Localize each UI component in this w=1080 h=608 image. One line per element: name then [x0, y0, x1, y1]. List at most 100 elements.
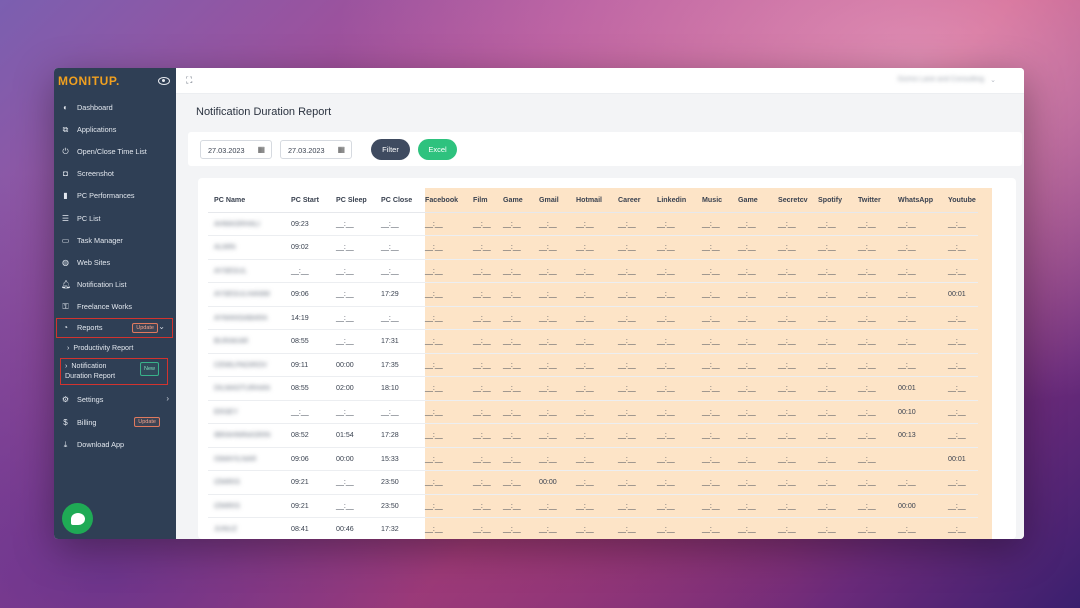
calendar-icon[interactable]: ▦	[257, 145, 265, 154]
monitor-icon: ▭	[61, 235, 70, 245]
column-header[interactable]: Spotify	[812, 188, 852, 213]
table-cell: __:__	[812, 329, 852, 354]
table-cell: __:__	[467, 470, 497, 495]
column-header[interactable]: PC Close	[375, 188, 419, 213]
sidebar-subitem-notification-duration-report[interactable]: › Notification Duration Report New	[60, 357, 168, 385]
sidebar-item-applications[interactable]: ⧉ Applications	[54, 118, 176, 140]
column-header[interactable]: Youtube	[942, 188, 978, 213]
table-row: IZMIRIS 09:21 __:__ 23:50 __:__ __:__ __:__ 00:…	[208, 470, 978, 495]
table-cell: __:__	[467, 259, 497, 283]
table-cell: __:__	[852, 376, 892, 401]
sidebar-item-billing[interactable]: $ Billing Update	[54, 411, 176, 433]
column-header[interactable]: Career	[612, 188, 651, 213]
table-cell: __:__	[612, 306, 651, 330]
column-header[interactable]: Secretcv	[772, 188, 812, 213]
sidebar-item-notification-list[interactable]: 🔔︎ Notification List	[54, 274, 176, 296]
table-cell: __:__	[892, 517, 942, 539]
table-cell: __:__	[570, 494, 612, 518]
fullscreen-icon[interactable]: ⛶	[186, 75, 193, 85]
sidebar-item-pc-performances[interactable]: ▮ PC Performances	[54, 185, 176, 207]
column-header[interactable]: Linkedin	[651, 188, 696, 213]
table-cell: __:__	[570, 235, 612, 260]
brand-logo: MONITUP.	[58, 74, 120, 88]
sidebar-subitem-productivity-report[interactable]: › Productivity Report	[54, 343, 176, 353]
table-cell: __:__	[533, 494, 570, 518]
table-cell: __:__	[892, 259, 942, 283]
table-cell: __:__	[852, 517, 892, 539]
table-cell: __:__	[772, 353, 812, 377]
excel-export-button[interactable]: Excel	[418, 139, 457, 160]
table-cell: __:__	[467, 400, 497, 424]
table-cell: __:__	[892, 306, 942, 330]
column-header[interactable]: Game	[732, 188, 772, 213]
table-cell: 00:46	[330, 517, 375, 539]
table-cell: __:__	[651, 306, 696, 330]
table-row: IZMIRIS 09:21 __:__ 23:50 __:__ __:__ __:__ __:…	[208, 494, 978, 518]
table-cell: __:__	[942, 306, 978, 330]
table-cell: __:__	[732, 282, 772, 307]
table-cell: __:__	[772, 212, 812, 236]
table-cell: __:__	[942, 517, 978, 539]
date-to-input[interactable]: 27.03.2023 ▦	[280, 140, 352, 159]
sidebar-item-task-manager[interactable]: ▭ Task Manager	[54, 229, 176, 251]
date-from-input[interactable]: 27.03.2023 ▦	[200, 140, 272, 159]
page-title: Notification Duration Report	[196, 106, 332, 118]
table-cell: __:__	[467, 353, 497, 377]
table-cell: __:__	[696, 400, 732, 424]
pc-name-cell: AYSEGUL	[208, 259, 285, 283]
table-cell: __:__	[852, 423, 892, 448]
globe-icon: ◍	[62, 257, 69, 267]
table-cell: __:__	[651, 517, 696, 539]
sidebar-item-open-close-time-list[interactable]: ⏻ Open/Close Time List	[54, 140, 176, 162]
chevron-down-icon[interactable]: ⌄	[990, 77, 996, 84]
column-header[interactable]: PC Sleep	[330, 188, 375, 213]
eye-icon[interactable]	[158, 77, 170, 85]
table-cell: 00:01	[892, 376, 942, 401]
table-cell: 09:06	[285, 447, 330, 471]
column-header[interactable]: WhatsApp	[892, 188, 942, 213]
column-header[interactable]: Twitter	[852, 188, 892, 213]
table-cell: __:__	[497, 423, 533, 448]
column-header[interactable]: Music	[696, 188, 732, 213]
calendar-icon[interactable]: ▦	[337, 145, 345, 154]
table-cell: __:__	[570, 376, 612, 401]
table-cell: __:__	[612, 423, 651, 448]
table-cell: __:__	[812, 212, 852, 236]
table-cell: __:__	[419, 353, 467, 377]
column-header[interactable]: PC Name	[208, 188, 285, 213]
table-cell: __:__	[732, 517, 772, 539]
table-cell: __:__	[942, 470, 978, 495]
sidebar-item-web-sites[interactable]: ◍ Web Sites	[54, 251, 176, 273]
table-cell: __:__	[651, 447, 696, 471]
column-header[interactable]: Film	[467, 188, 497, 213]
table-cell: __:__	[732, 353, 772, 377]
filter-button[interactable]: Filter	[371, 139, 410, 160]
sidebar-item-download-app[interactable]: ⤓ Download App	[54, 433, 176, 455]
table-cell: __:__	[852, 447, 892, 471]
table-cell: __:__	[570, 517, 612, 539]
table-cell: __:__	[533, 329, 570, 354]
table-cell: __:__	[330, 470, 375, 495]
sidebar-item-freelance-works[interactable]: ⚿ Freelance Works	[54, 296, 176, 318]
chat-button[interactable]	[62, 503, 93, 534]
notification-duration-table: PC Name PC Start PC Sleep PC Close Facebook F…	[208, 188, 978, 539]
column-header[interactable]: Game	[497, 188, 533, 213]
sidebar-item-settings[interactable]: ⚙ Settings ›	[54, 389, 176, 411]
sidebar-item-reports[interactable]: ◔ Reports Update ⌄	[56, 317, 173, 338]
company-selector[interactable]: Gizmo Lane and Consulting	[897, 76, 984, 83]
table-cell: __:__	[419, 282, 467, 307]
table-cell: __:__	[533, 259, 570, 283]
column-header[interactable]: Hotmail	[570, 188, 612, 213]
table-cell: __:__	[651, 353, 696, 377]
table-cell: __:__	[892, 235, 942, 260]
sidebar-item-pc-list[interactable]: ☰ PC List	[54, 207, 176, 229]
column-header[interactable]: Facebook	[419, 188, 467, 213]
column-header[interactable]: Gmail	[533, 188, 570, 213]
sidebar-item-screenshot[interactable]: ◘ Screenshot	[54, 163, 176, 185]
download-icon: ⤓	[63, 439, 68, 449]
table-cell: __:__	[651, 212, 696, 236]
sidebar-nav: ◐ Dashboard ⧉ Applications ⏻ Open/Close Time …	[54, 96, 176, 318]
sidebar-item-dashboard[interactable]: ◐ Dashboard	[54, 96, 176, 118]
table-cell: 08:55	[285, 329, 330, 354]
column-header[interactable]: PC Start	[285, 188, 330, 213]
